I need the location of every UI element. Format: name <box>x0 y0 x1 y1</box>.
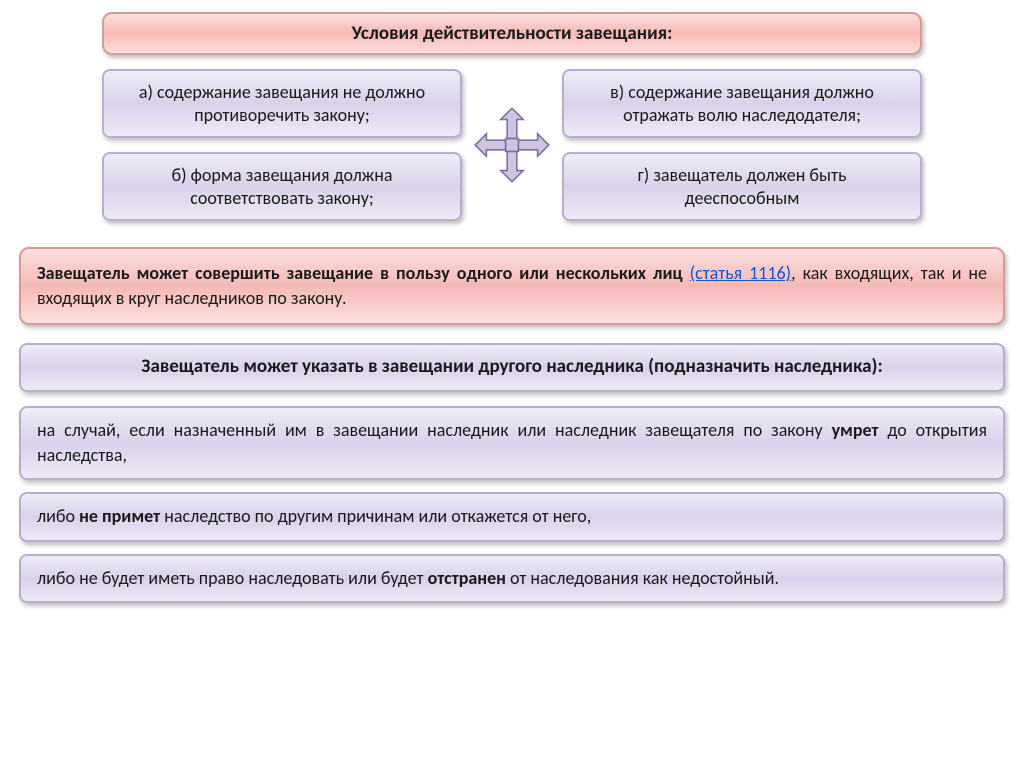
pink-note-lead: Завещатель может совершить завещание в п… <box>37 262 690 284</box>
case-row-3: либо не будет иметь право наследовать ил… <box>19 554 1005 603</box>
conditions-grid: а) содержание завещания не должно против… <box>102 69 922 221</box>
case-row-1: на случай, если назначенный им в завещан… <box>19 406 1005 480</box>
row2-c: наследство по другим причинам или откаже… <box>160 505 591 527</box>
row2-b: не примет <box>79 505 160 527</box>
row3-c: от наследования как недостойный. <box>506 567 779 589</box>
condition-a: а) содержание завещания не должно против… <box>102 69 462 138</box>
row3-a: либо не будет иметь право наследовать ил… <box>37 567 428 589</box>
condition-b: б) форма завещания должна соответствоват… <box>102 152 462 221</box>
condition-c: в) содержание завещания должно отражать … <box>562 69 922 138</box>
title-banner: Условия действительности завещания: <box>102 12 922 55</box>
case-row-2: либо не примет наследство по другим прич… <box>19 492 1005 541</box>
subheader-box: Завещатель может указать в завещании дру… <box>19 343 1005 392</box>
row2-a: либо <box>37 505 79 527</box>
cross-arrows-icon <box>472 105 552 185</box>
condition-d: г) завещатель должен быть дееспособным <box>562 152 922 221</box>
pink-note: Завещатель может совершить завещание в п… <box>19 247 1005 325</box>
row1-b: умрет <box>832 419 879 441</box>
row3-b: отстранен <box>428 567 506 589</box>
article-link[interactable]: (статья 1116) <box>690 262 792 284</box>
row1-a: на случай, если назначенный им в завещан… <box>37 419 832 441</box>
